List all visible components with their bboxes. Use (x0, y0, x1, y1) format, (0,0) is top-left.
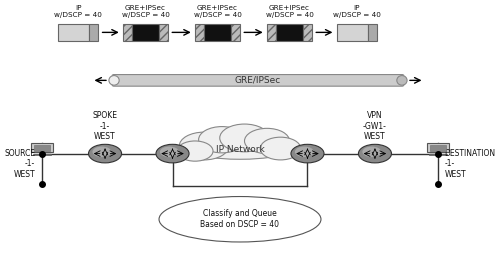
Text: GRE+IPSec
w/DSCP = 40: GRE+IPSec w/DSCP = 40 (122, 5, 170, 18)
FancyBboxPatch shape (112, 74, 404, 86)
Bar (90, 24, 98, 41)
Ellipse shape (362, 146, 382, 157)
Bar (430, 145, 446, 151)
Circle shape (260, 137, 300, 160)
Ellipse shape (295, 146, 314, 157)
Text: IP Network: IP Network (216, 145, 264, 154)
Bar (34, 154, 50, 155)
Text: GRE+IPSec
w/DSCP = 40: GRE+IPSec w/DSCP = 40 (194, 5, 242, 18)
Bar (267, 24, 276, 41)
Ellipse shape (291, 144, 324, 163)
Text: SPOKE
-1-
WEST: SPOKE -1- WEST (92, 111, 118, 141)
Bar (159, 24, 168, 41)
Text: IP
w/DSCP = 40: IP w/DSCP = 40 (54, 5, 102, 18)
Bar (204, 24, 231, 41)
Text: GRE+IPSec
w/DSCP = 40: GRE+IPSec w/DSCP = 40 (266, 5, 314, 18)
Bar (427, 143, 448, 152)
Bar (34, 145, 50, 151)
Ellipse shape (88, 144, 122, 163)
Ellipse shape (358, 144, 392, 163)
Bar (368, 24, 377, 41)
Circle shape (220, 124, 269, 152)
Bar (231, 24, 240, 41)
Text: SOURCE
-1-
WEST: SOURCE -1- WEST (4, 149, 36, 179)
Text: GRE/IPSec: GRE/IPSec (235, 76, 281, 85)
Text: DESTINATION
-1-
WEST: DESTINATION -1- WEST (444, 149, 496, 179)
Bar (276, 24, 303, 41)
Bar (430, 154, 446, 155)
Bar (32, 143, 53, 152)
Ellipse shape (160, 146, 179, 157)
Circle shape (177, 141, 213, 161)
Ellipse shape (397, 76, 407, 85)
Bar (58, 24, 90, 41)
Circle shape (180, 132, 229, 160)
Bar (303, 24, 312, 41)
Circle shape (198, 126, 246, 153)
Ellipse shape (159, 197, 321, 242)
Text: Classify and Queue
Based on DSCP = 40: Classify and Queue Based on DSCP = 40 (200, 209, 280, 229)
Text: VPN
-GW1-
WEST: VPN -GW1- WEST (363, 111, 387, 141)
Text: IP
w/DSCP = 40: IP w/DSCP = 40 (333, 5, 381, 18)
Ellipse shape (92, 146, 112, 157)
Ellipse shape (190, 140, 290, 159)
Bar (195, 24, 204, 41)
Ellipse shape (109, 76, 119, 85)
Ellipse shape (156, 144, 189, 163)
Bar (123, 24, 132, 41)
Bar (336, 24, 368, 41)
Circle shape (244, 128, 290, 154)
Bar (132, 24, 159, 41)
